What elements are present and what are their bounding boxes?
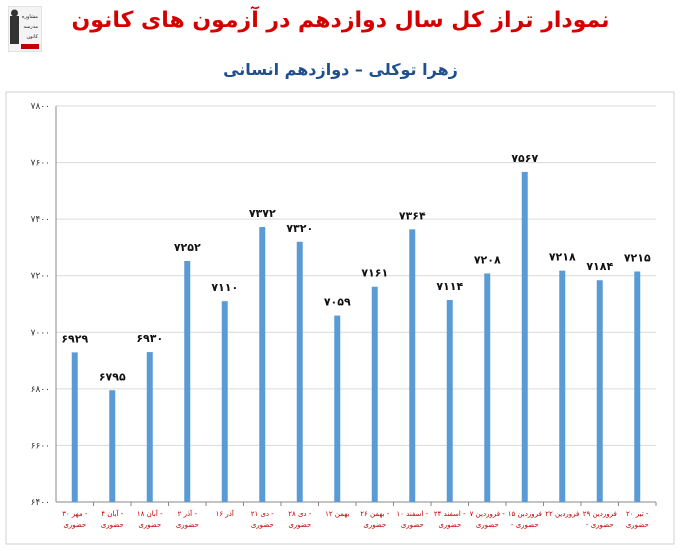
- x-tick-label: ۱۵ فروردین: [508, 510, 542, 518]
- x-tick-label: ۱۸ آبان -: [137, 509, 163, 518]
- x-tick-label: حضوری: [138, 521, 161, 529]
- x-tick-label: ۲۹ فروردین: [583, 510, 617, 518]
- bar: [559, 270, 566, 502]
- data-label: ۷۲۵۲: [174, 241, 201, 254]
- y-tick-label: ۶۸۰۰: [31, 385, 50, 395]
- data-label: ۷۰۵۹: [324, 296, 351, 309]
- x-tick-label: ۷ فروردین -: [470, 510, 506, 518]
- data-label: ۶۹۲۹: [61, 332, 88, 345]
- data-label: ۷۱۱۰: [211, 281, 238, 294]
- x-tick-label: ۴ آبان -: [101, 509, 123, 518]
- x-tick-label: ۲۴ اسفند -: [434, 510, 466, 518]
- bar: [484, 273, 491, 502]
- x-tick-label: - حضوری: [586, 521, 614, 529]
- data-label: ۷۲۱۵: [624, 251, 651, 264]
- bar: [521, 171, 528, 503]
- chart-subtitle: زهرا توکلی – دوازدهم انسانی: [223, 60, 458, 79]
- y-tick-label: ۶۴۰۰: [31, 498, 50, 508]
- y-tick-label: ۷۰۰۰: [31, 328, 50, 338]
- data-label: ۶۹۳۰: [136, 332, 163, 345]
- bar: [221, 301, 228, 502]
- bar: [259, 227, 266, 502]
- data-label: ۶۷۹۵: [99, 370, 126, 383]
- x-tick-label: ۳۰ مهر -: [62, 510, 88, 518]
- y-tick-label: ۷۲۰۰: [31, 272, 50, 282]
- x-tick-label: حضوری: [288, 521, 311, 529]
- bar: [409, 229, 416, 502]
- x-tick-label: حضوری: [401, 521, 424, 529]
- x-tick-label: حضوری: [626, 521, 649, 529]
- bar: [446, 300, 453, 502]
- data-label: ۷۳۶۴: [399, 209, 426, 222]
- x-tick-label: حضوری: [438, 521, 461, 529]
- x-tick-label: ۲ آذر -: [178, 509, 198, 518]
- bar: [146, 352, 153, 502]
- x-tick-label: ۱۲ بهمن: [325, 510, 349, 518]
- data-label: ۷۱۱۴: [436, 280, 463, 293]
- bar: [296, 241, 303, 502]
- x-tick-label: ۱۶ آذر: [216, 509, 235, 518]
- bar: [371, 286, 378, 502]
- bar: [184, 261, 191, 502]
- x-tick-label: ۲۶ بهمن -: [360, 510, 390, 518]
- x-tick-label: حضوری: [101, 521, 124, 529]
- x-tick-label: حضوری: [363, 521, 386, 529]
- data-label: ۷۵۶۷: [511, 152, 538, 165]
- data-label: ۷۲۱۸: [549, 251, 576, 264]
- x-tick-label: حضوری: [476, 521, 499, 529]
- chart-frame: [5, 91, 675, 545]
- bar: [334, 315, 341, 502]
- data-label: ۷۲۰۸: [474, 253, 501, 266]
- logo-line: کانون: [26, 34, 38, 40]
- y-tick-label: ۷۸۰۰: [31, 102, 50, 112]
- x-tick-label: ۱۰ اسفند -: [396, 510, 428, 518]
- x-tick-label: ۲۰ تیر -: [626, 510, 649, 518]
- data-label: ۷۱۶۱: [361, 267, 388, 280]
- x-tick-label: - حضوری: [511, 521, 539, 529]
- logo: مشاوره مدرسه کانون: [8, 6, 42, 52]
- x-tick-label: ۲۸ دی -: [288, 510, 312, 518]
- bar: [596, 280, 603, 502]
- data-label: ۷۳۲۰: [286, 222, 313, 235]
- logo-line: مشاوره: [22, 14, 38, 20]
- bar: [109, 390, 116, 502]
- data-label: ۷۳۷۲: [249, 207, 276, 220]
- x-tick-label: حضوری: [176, 521, 199, 529]
- y-tick-label: ۷۴۰۰: [31, 215, 50, 225]
- bar: [71, 352, 78, 502]
- y-tick-label: ۶۶۰۰: [31, 441, 50, 451]
- x-tick-label: حضوری: [63, 521, 86, 529]
- logo-line: مدرسه: [23, 24, 38, 30]
- x-tick-label: حضوری: [251, 521, 274, 529]
- x-tick-label: ۲۲ فروردین: [545, 510, 579, 518]
- bar: [634, 271, 641, 502]
- chart-title: نمودار تراز کل سال دوازدهم در آزمون های …: [71, 8, 610, 33]
- data-label: ۷۱۸۴: [586, 260, 613, 273]
- y-tick-label: ۷۶۰۰: [31, 159, 50, 169]
- x-tick-label: ۲۱ دی -: [251, 510, 275, 518]
